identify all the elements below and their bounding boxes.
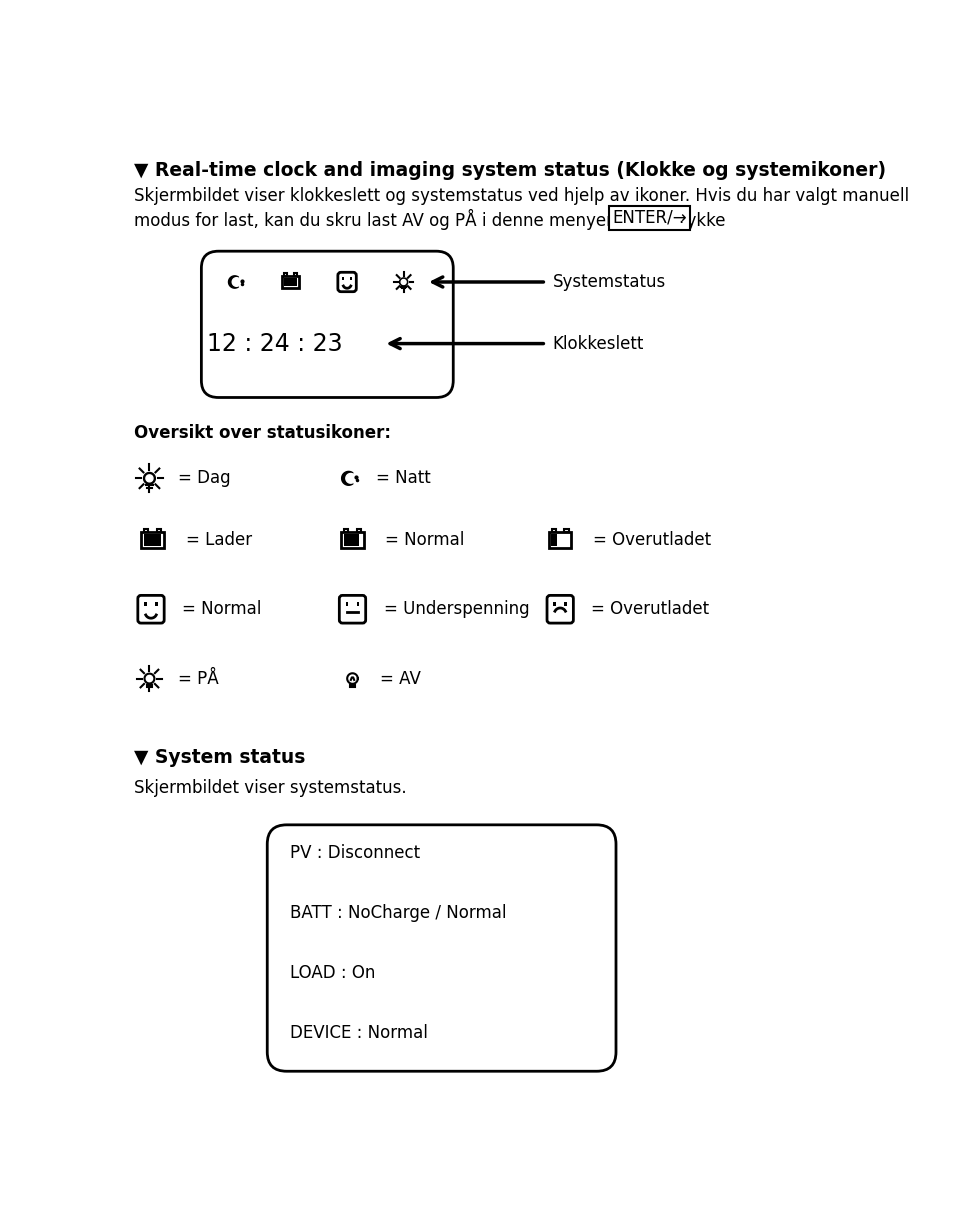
Text: = Natt: = Natt xyxy=(375,470,430,487)
Text: = Overutladet: = Overutladet xyxy=(592,531,710,548)
Text: = Overutladet: = Overutladet xyxy=(591,600,709,618)
Text: modus for last, kan du skru last AV og PÅ i denne menyen ved å trykke: modus for last, kan du skru last AV og P… xyxy=(134,209,731,229)
Bar xyxy=(357,529,361,531)
Text: Klokkeslett: Klokkeslett xyxy=(552,335,644,352)
Polygon shape xyxy=(399,277,408,286)
Polygon shape xyxy=(144,674,155,683)
FancyBboxPatch shape xyxy=(339,595,366,623)
Bar xyxy=(564,529,568,531)
Polygon shape xyxy=(146,475,153,482)
Polygon shape xyxy=(232,277,241,286)
Polygon shape xyxy=(346,474,355,483)
Bar xyxy=(552,529,556,531)
Text: Skjermbildet viser klokkeslett og systemstatus ved hjelp av ikoner. Hvis du har : Skjermbildet viser klokkeslett og system… xyxy=(134,188,909,205)
Text: = Dag: = Dag xyxy=(179,470,230,487)
Bar xyxy=(144,529,149,531)
Bar xyxy=(356,602,359,606)
Bar xyxy=(156,529,161,531)
Text: 12 : 24 : 23: 12 : 24 : 23 xyxy=(207,331,343,356)
Bar xyxy=(284,277,297,286)
Bar xyxy=(344,534,359,546)
FancyBboxPatch shape xyxy=(547,595,573,623)
Text: = PÅ: = PÅ xyxy=(179,670,219,687)
Text: = AV: = AV xyxy=(379,670,420,687)
Text: = Lader: = Lader xyxy=(186,531,252,548)
Bar xyxy=(344,529,348,531)
Bar xyxy=(551,534,557,546)
Text: BATT : NoCharge / Normal: BATT : NoCharge / Normal xyxy=(291,904,507,923)
Bar xyxy=(155,602,157,606)
Text: ▼ Real-time clock and imaging system status (Klokke og systemikoner): ▼ Real-time clock and imaging system sta… xyxy=(134,161,886,180)
Text: DEVICE : Normal: DEVICE : Normal xyxy=(291,1025,428,1042)
Polygon shape xyxy=(144,472,156,485)
Bar xyxy=(343,277,345,280)
Bar xyxy=(549,531,571,548)
Polygon shape xyxy=(342,471,352,485)
Bar xyxy=(553,602,556,606)
Bar xyxy=(282,276,300,288)
Text: Skjermbildet viser systemstatus.: Skjermbildet viser systemstatus. xyxy=(134,779,407,796)
Text: ENTER/→: ENTER/→ xyxy=(612,209,686,227)
Polygon shape xyxy=(146,675,153,682)
Text: Oversikt over statusikoner:: Oversikt over statusikoner: xyxy=(134,425,391,443)
Bar xyxy=(349,277,352,280)
Text: ▼ System status: ▼ System status xyxy=(134,747,305,767)
Text: = Normal: = Normal xyxy=(182,600,261,618)
Bar xyxy=(284,274,287,276)
Polygon shape xyxy=(401,280,406,285)
Text: LOAD : On: LOAD : On xyxy=(291,964,376,982)
Polygon shape xyxy=(228,276,238,288)
Bar xyxy=(346,602,348,606)
FancyBboxPatch shape xyxy=(138,595,164,623)
Bar xyxy=(144,602,147,606)
FancyBboxPatch shape xyxy=(338,272,356,292)
Text: PV : Disconnect: PV : Disconnect xyxy=(291,844,420,863)
Text: = Normal: = Normal xyxy=(385,531,465,548)
Bar xyxy=(294,274,297,276)
Bar xyxy=(144,534,161,546)
Text: .: . xyxy=(678,209,684,227)
Text: Systemstatus: Systemstatus xyxy=(552,272,665,291)
Bar xyxy=(564,602,567,606)
Bar xyxy=(342,531,364,548)
Text: = Underspenning: = Underspenning xyxy=(383,600,529,618)
Bar xyxy=(141,531,164,548)
